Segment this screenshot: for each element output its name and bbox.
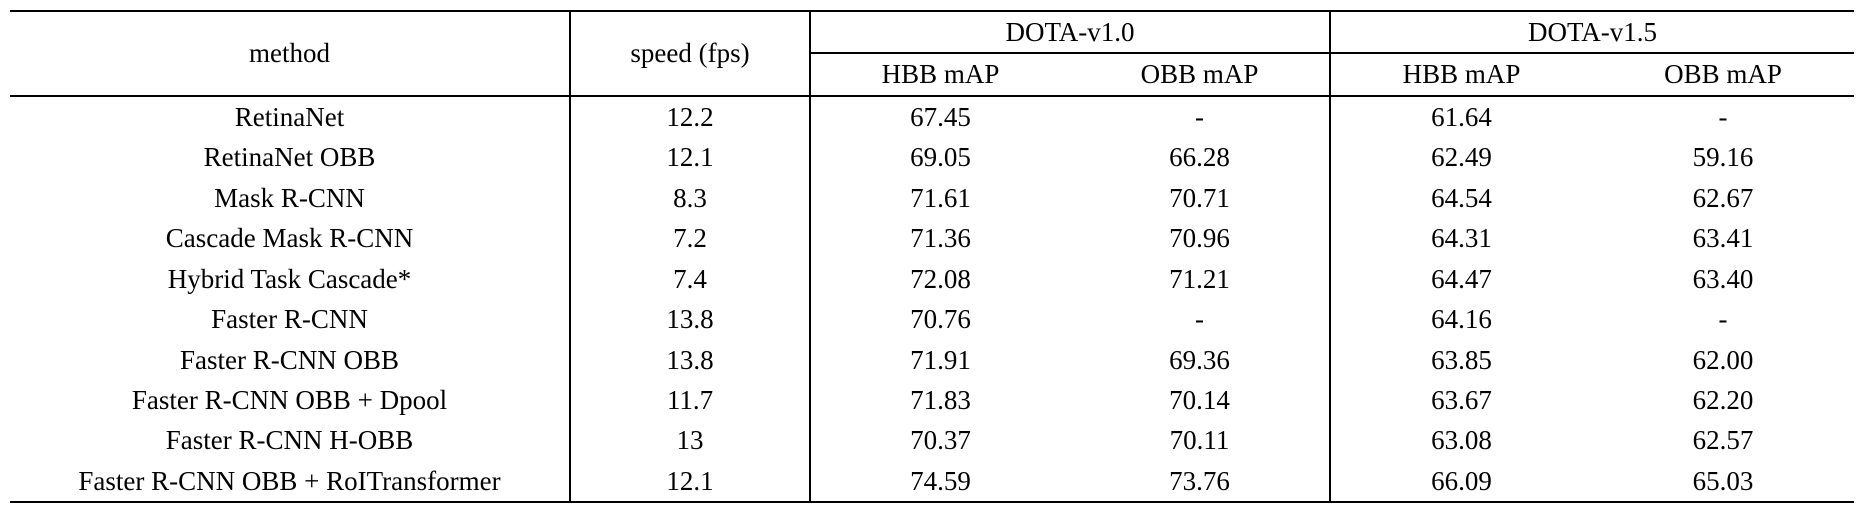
cell: 71.36 — [810, 218, 1070, 258]
table-row: Faster R-CNN13.870.76-64.16- — [10, 299, 1854, 339]
table-row: Faster R-CNN OBB + Dpool11.771.8370.1463… — [10, 380, 1854, 420]
cell: 72.08 — [810, 259, 1070, 299]
cell: 7.4 — [570, 259, 810, 299]
table-row: Mask R-CNN8.371.6170.7164.5462.67 — [10, 178, 1854, 218]
cell: 73.76 — [1070, 461, 1330, 502]
cell: 62.00 — [1592, 340, 1854, 380]
cell: 63.67 — [1330, 380, 1592, 420]
cell: 70.76 — [810, 299, 1070, 339]
cell: 69.36 — [1070, 340, 1330, 380]
cell: 66.28 — [1070, 137, 1330, 177]
table-row: Hybrid Task Cascade*7.472.0871.2164.4763… — [10, 259, 1854, 299]
cell: 63.08 — [1330, 420, 1592, 460]
cell: 63.41 — [1592, 218, 1854, 258]
cell: 70.11 — [1070, 420, 1330, 460]
cell: 8.3 — [570, 178, 810, 218]
cell: RetinaNet OBB — [10, 137, 570, 177]
table-row: Cascade Mask R-CNN7.271.3670.9664.3163.4… — [10, 218, 1854, 258]
cell: 74.59 — [810, 461, 1070, 502]
col-speed: speed (fps) — [570, 11, 810, 96]
cell: 71.61 — [810, 178, 1070, 218]
col-method: method — [10, 11, 570, 96]
cell: 7.2 — [570, 218, 810, 258]
table-row: Faster R-CNN OBB + RoITransformer12.174.… — [10, 461, 1854, 502]
cell: RetinaNet — [10, 96, 570, 137]
col-group-dota10: DOTA-v1.0 — [810, 11, 1330, 53]
cell: 70.96 — [1070, 218, 1330, 258]
cell: 62.20 — [1592, 380, 1854, 420]
cell: 69.05 — [810, 137, 1070, 177]
cell: 64.47 — [1330, 259, 1592, 299]
cell: 59.16 — [1592, 137, 1854, 177]
col-dota15-hbb: HBB mAP — [1330, 53, 1592, 95]
cell: - — [1592, 299, 1854, 339]
cell: 61.64 — [1330, 96, 1592, 137]
results-table: method speed (fps) DOTA-v1.0 DOTA-v1.5 H… — [10, 10, 1854, 503]
cell: 12.1 — [570, 461, 810, 502]
table-header: method speed (fps) DOTA-v1.0 DOTA-v1.5 H… — [10, 11, 1854, 96]
cell: 64.54 — [1330, 178, 1592, 218]
cell: 62.49 — [1330, 137, 1592, 177]
cell: 63.85 — [1330, 340, 1592, 380]
table-row: RetinaNet OBB12.169.0566.2862.4959.16 — [10, 137, 1854, 177]
cell: 70.37 — [810, 420, 1070, 460]
cell: - — [1070, 96, 1330, 137]
cell: 62.67 — [1592, 178, 1854, 218]
cell: 13.8 — [570, 299, 810, 339]
cell: 70.14 — [1070, 380, 1330, 420]
col-dota10-hbb: HBB mAP — [810, 53, 1070, 95]
cell: Faster R-CNN OBB + Dpool — [10, 380, 570, 420]
cell: 71.83 — [810, 380, 1070, 420]
cell: 64.31 — [1330, 218, 1592, 258]
cell: Faster R-CNN OBB — [10, 340, 570, 380]
cell: Hybrid Task Cascade* — [10, 259, 570, 299]
table-row: Faster R-CNN OBB13.871.9169.3663.8562.00 — [10, 340, 1854, 380]
cell: 71.21 — [1070, 259, 1330, 299]
cell: - — [1070, 299, 1330, 339]
col-group-dota15: DOTA-v1.5 — [1330, 11, 1854, 53]
cell: 65.03 — [1592, 461, 1854, 502]
cell: Cascade Mask R-CNN — [10, 218, 570, 258]
table-row: Faster R-CNN H-OBB1370.3770.1163.0862.57 — [10, 420, 1854, 460]
cell: 67.45 — [810, 96, 1070, 137]
cell: 13 — [570, 420, 810, 460]
cell: Mask R-CNN — [10, 178, 570, 218]
cell: 71.91 — [810, 340, 1070, 380]
col-dota10-obb: OBB mAP — [1070, 53, 1330, 95]
cell: 11.7 — [570, 380, 810, 420]
cell: 12.2 — [570, 96, 810, 137]
cell: 66.09 — [1330, 461, 1592, 502]
table-body: RetinaNet12.267.45-61.64-RetinaNet OBB12… — [10, 96, 1854, 502]
cell: Faster R-CNN H-OBB — [10, 420, 570, 460]
cell: 63.40 — [1592, 259, 1854, 299]
table-row: RetinaNet12.267.45-61.64- — [10, 96, 1854, 137]
cell: 13.8 — [570, 340, 810, 380]
cell: 70.71 — [1070, 178, 1330, 218]
cell: 12.1 — [570, 137, 810, 177]
cell: - — [1592, 96, 1854, 137]
cell: Faster R-CNN OBB + RoITransformer — [10, 461, 570, 502]
col-dota15-obb: OBB mAP — [1592, 53, 1854, 95]
cell: 64.16 — [1330, 299, 1592, 339]
cell: Faster R-CNN — [10, 299, 570, 339]
cell: 62.57 — [1592, 420, 1854, 460]
